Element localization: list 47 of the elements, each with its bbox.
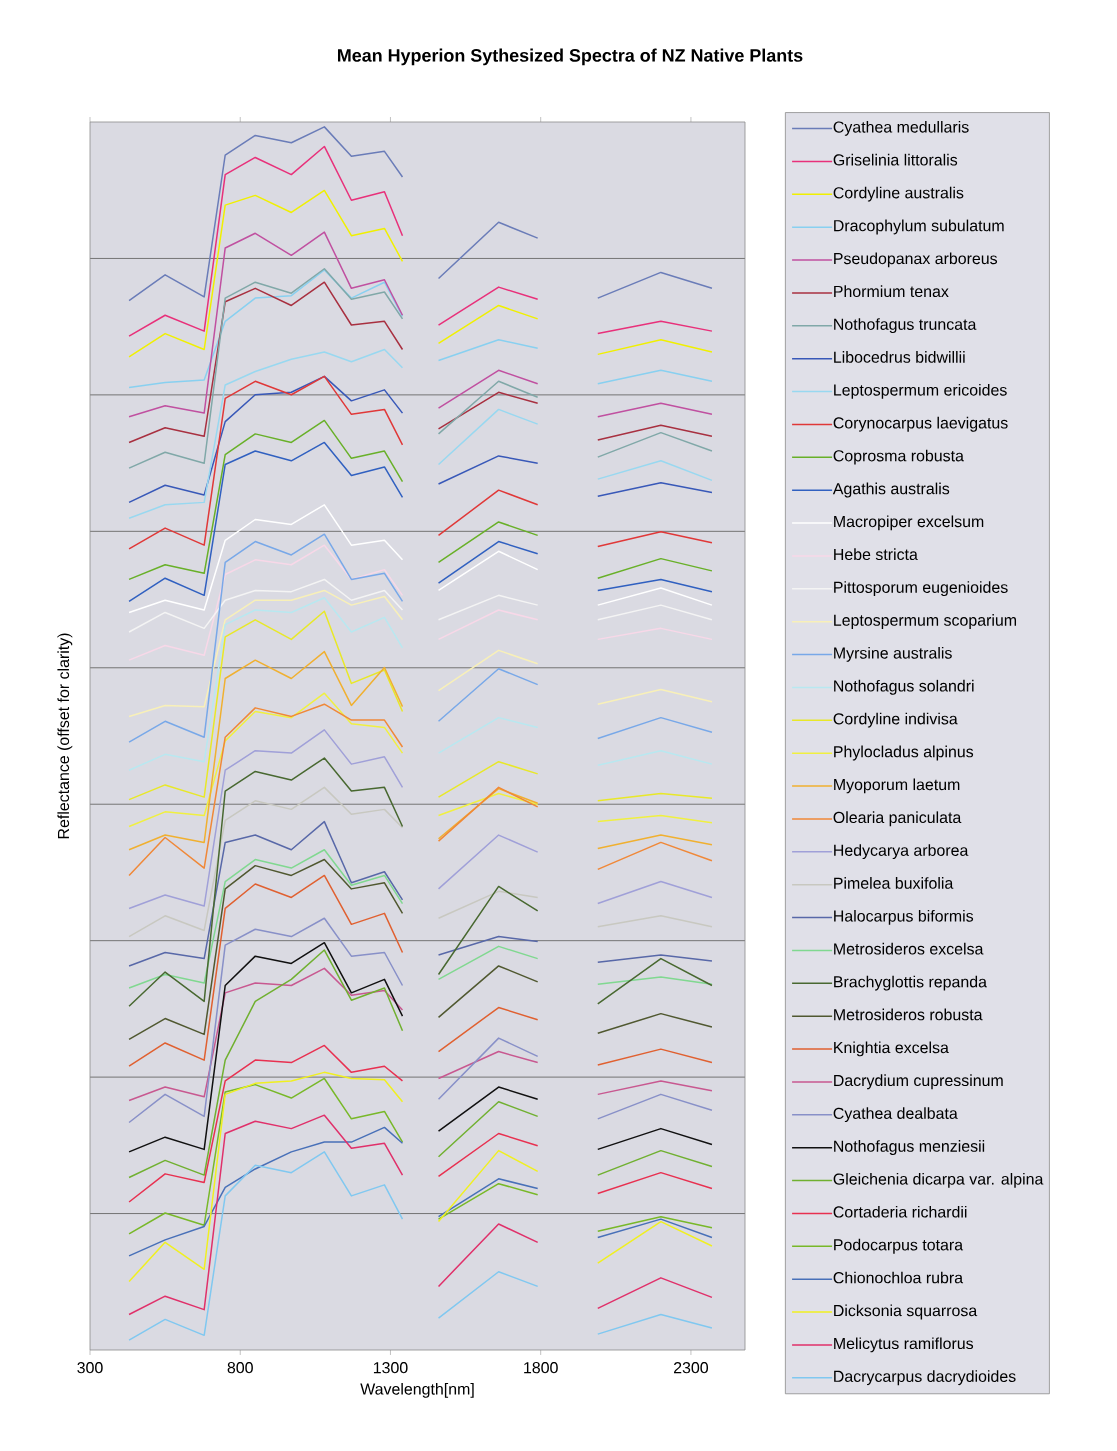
legend-label: Hedycarya arborea bbox=[834, 844, 969, 860]
legend-label: Hebe stricta bbox=[834, 548, 918, 561]
legend-label: Cyathea medullaris bbox=[833, 120, 969, 136]
y-axis-title: Reflectance (offset for clarity) bbox=[57, 633, 73, 839]
x-tick-label: 800 bbox=[227, 1362, 253, 1374]
legend-label: Dracophylum subulatum bbox=[834, 219, 1004, 235]
legend-label: Podocarpus totara bbox=[834, 1238, 964, 1254]
legend-label: Cordyline australis bbox=[833, 186, 964, 202]
legend-label: Griselinia littoralis bbox=[833, 153, 958, 166]
legend-label: Nothofagus menziesii bbox=[834, 1140, 985, 1155]
legend-label: Myrsine australis bbox=[834, 646, 952, 662]
legend-label: Dacrycarpus dacrydioides bbox=[834, 1370, 1016, 1386]
legend-label: Knightia excelsa bbox=[834, 1041, 949, 1057]
x-tick-label: 1300 bbox=[373, 1362, 408, 1374]
legend-label: Pimelea buxifolia bbox=[834, 877, 954, 889]
legend-label: Nothofagus solandri bbox=[834, 679, 974, 695]
legend-label: Melicytus ramiflorus bbox=[834, 1337, 974, 1353]
legend-label: Brachyglottis repanda bbox=[834, 975, 987, 991]
chart-title: Mean Hyperion Sythesized Spectra of NZ Native Plants bbox=[338, 48, 803, 66]
legend-label: Olearia paniculata bbox=[833, 811, 962, 827]
x-tick-label: 300 bbox=[77, 1362, 103, 1374]
legend-label: Leptospermum ericoides bbox=[834, 383, 1007, 399]
legend-label: Gleichenia dicarpa var. alpina bbox=[833, 1173, 1044, 1188]
x-tick-label: 1800 bbox=[524, 1362, 558, 1374]
legend-label: Chionochloa rubra bbox=[833, 1271, 964, 1284]
legend-label: Corynocarpus laevigatus bbox=[833, 416, 1008, 432]
legend-label: Dicksonia squarrosa bbox=[834, 1304, 978, 1320]
legend-label: Phormium tenax bbox=[834, 285, 949, 298]
legend-label: Pseudopanax arboreus bbox=[834, 252, 998, 268]
legend-label: Phylocladus alpinus bbox=[834, 745, 974, 761]
legend-label: Cyathea dealbata bbox=[833, 1107, 958, 1123]
legend-label: Dacrydium cupressinum bbox=[834, 1074, 1003, 1090]
legend-label: Macropiper excelsum bbox=[834, 515, 984, 531]
legend-label: Cortaderia richardii bbox=[833, 1205, 967, 1218]
legend-label: Agathis australis bbox=[832, 482, 950, 498]
legend-label: Coprosma robusta bbox=[833, 449, 964, 465]
legend-label: Libocedrus bidwillii bbox=[834, 351, 965, 363]
legend-label: Leptospermum scoparium bbox=[834, 614, 1017, 629]
legend-label: Nothofagus truncata bbox=[834, 318, 977, 334]
legend-label: Metrosideros excelsa bbox=[834, 942, 984, 955]
x-tick-label: 2300 bbox=[674, 1362, 709, 1374]
x-axis-title: Wavelength[nm] bbox=[360, 1382, 474, 1398]
legend-label: Metrosideros robusta bbox=[834, 1008, 983, 1021]
legend-label: Myoporum laetum bbox=[834, 778, 960, 794]
legend-label: Cordyline indivisa bbox=[833, 712, 958, 728]
legend-label: Pittosporum eugenioides bbox=[834, 581, 1008, 597]
legend-label: Halocarpus biformis bbox=[834, 909, 974, 925]
